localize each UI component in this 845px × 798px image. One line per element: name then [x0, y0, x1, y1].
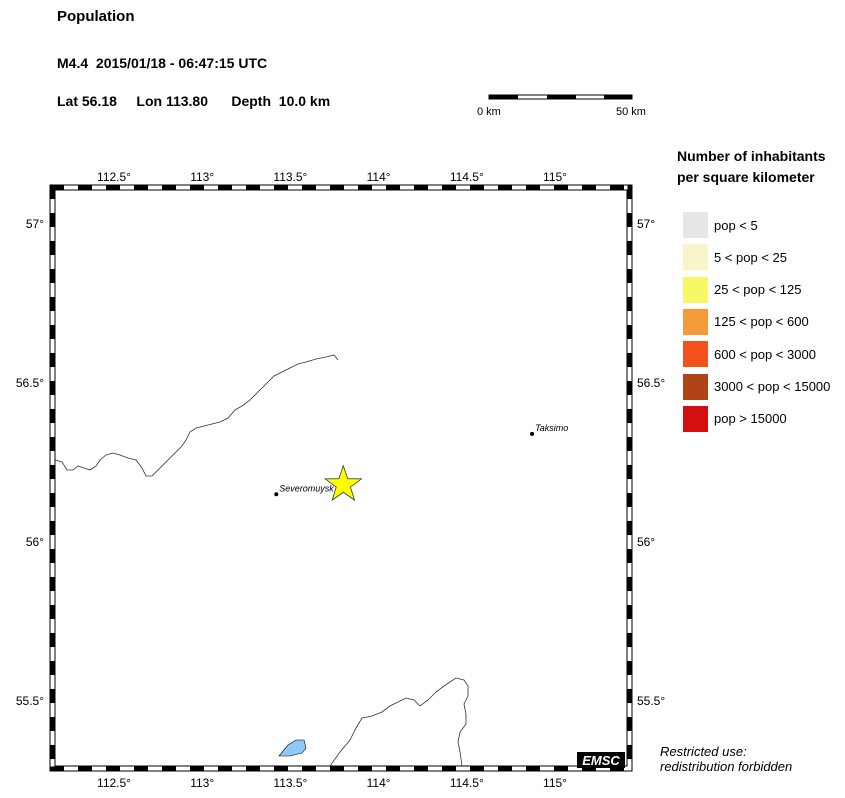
legend-item: pop > 15000	[682, 404, 787, 433]
city-marker	[274, 492, 279, 497]
city-marker	[530, 431, 535, 436]
lon-ticks-bottom: 112.5° 113° 113.5° 114° 114.5° 115°	[97, 776, 567, 790]
scalebar-end-label: 50 km	[616, 106, 646, 118]
lat-tick-label: 56°	[26, 535, 44, 549]
lon-tick-label: 114.5°	[450, 776, 484, 790]
lat-tick-label: 55.5°	[16, 694, 44, 708]
legend-swatch	[682, 211, 709, 239]
restricted-notice: Restricted use: redistribution forbidden	[660, 744, 792, 774]
city-label: Taksimo	[535, 423, 568, 433]
legend-label: 5 < pop < 25	[714, 249, 788, 265]
lon-tick-label: 113.5°	[273, 170, 307, 184]
lon-ticks-top: 112.5° 113° 113.5° 114° 114.5° 115°	[97, 170, 567, 184]
legend-item: 25 < pop < 125	[682, 275, 802, 304]
legend-label: pop < 5	[714, 217, 758, 233]
cities: Severomuysk Taksimo	[274, 423, 568, 497]
lat-tick-label: 57°	[637, 217, 655, 231]
scalebar-start-label: 0 km	[477, 106, 501, 118]
legend-swatch	[682, 307, 709, 336]
lat-tick-label: 56.5°	[637, 376, 665, 390]
legend-label: 600 < pop < 3000	[714, 346, 816, 362]
lat-tick-label: 57°	[26, 217, 44, 231]
lat-label: Lat	[57, 93, 78, 109]
legend-swatch	[682, 340, 709, 369]
depth-label: Depth	[231, 93, 272, 109]
lat-tick-label: 56.5°	[16, 376, 44, 390]
legend-title: Number of inhabitants per square kilomet…	[677, 146, 826, 188]
lat-tick-label: 56°	[637, 535, 655, 549]
lon-tick-label: 113°	[190, 170, 214, 184]
legend-label: 3000 < pop < 15000	[714, 379, 831, 394]
legend-title-line2: per square kilometer	[677, 169, 815, 185]
legend-label: 25 < pop < 125	[714, 282, 802, 298]
lon-value: 113.80	[165, 93, 208, 109]
lon-tick-label: 112.5°	[97, 170, 131, 184]
legend-swatch	[682, 243, 709, 272]
legend-swatch	[682, 275, 709, 304]
restricted-line1: Restricted use:	[660, 744, 747, 759]
legend-swatch	[682, 372, 709, 401]
epicenter-star-icon	[324, 464, 363, 502]
lon-tick-label: 114°	[367, 170, 391, 184]
legend-swatch	[682, 404, 709, 433]
lat-ticks-right: 57° 56.5° 56° 55.5°	[637, 217, 665, 708]
city-label: Severomuysk	[279, 483, 334, 493]
lon-tick-label: 115°	[543, 170, 567, 184]
lon-tick-label: 113.5°	[273, 776, 307, 790]
legend-item: 3000 < pop < 15000	[682, 372, 831, 401]
event-coordinates: Lat 56.18 Lon 113.80 Depth 10.0 km	[57, 93, 330, 109]
emsc-badge: EMSC	[577, 752, 625, 768]
lon-tick-label: 114°	[367, 776, 391, 790]
legend-label: pop > 15000	[714, 411, 787, 427]
lon-tick-label: 114.5°	[450, 170, 484, 184]
legend-item: 600 < pop < 3000	[682, 340, 816, 369]
emsc-badge-label: EMSC	[582, 753, 620, 768]
lat-ticks-left: 57° 56.5° 56° 55.5°	[16, 217, 44, 708]
legend-label: 125 < pop < 600	[714, 314, 809, 330]
lat-value: 56.18	[81, 93, 117, 109]
lon-tick-label: 113°	[190, 776, 214, 790]
lon-tick-label: 112.5°	[97, 776, 131, 790]
event-summary: M4.4 2015/01/18 - 06:47:15 UTC	[57, 55, 268, 71]
lon-tick-label: 115°	[543, 776, 567, 790]
legend-title-line1: Number of inhabitants	[677, 148, 826, 164]
page-title: Population	[57, 8, 135, 25]
river-lines	[54, 354, 469, 767]
lat-tick-label: 55.5°	[637, 694, 665, 708]
depth-value: 10.0 km	[278, 93, 331, 109]
lon-label: Lon	[136, 93, 163, 109]
legend-item: 5 < pop < 25	[682, 243, 788, 272]
restricted-line2: redistribution forbidden	[660, 759, 793, 774]
legend-item: pop < 5	[682, 211, 758, 239]
scale-bar	[488, 94, 633, 100]
legend-item: 125 < pop < 600	[682, 307, 809, 336]
lake	[278, 739, 307, 757]
